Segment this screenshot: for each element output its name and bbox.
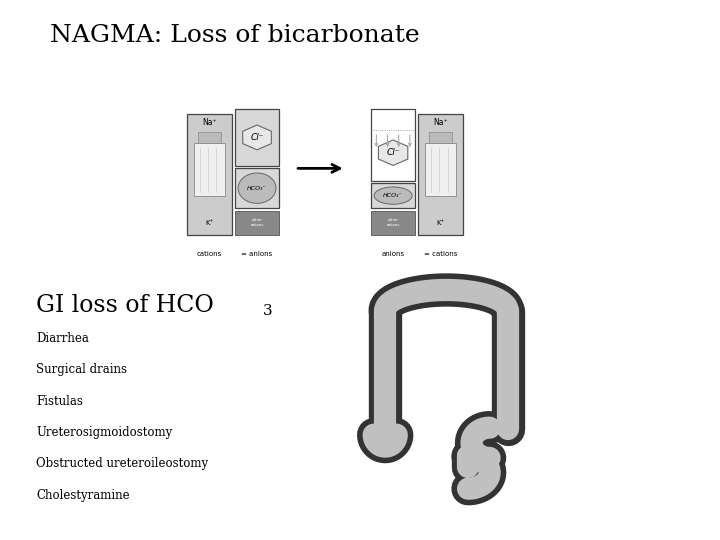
Text: other
anions: other anions [387,219,400,227]
Text: = cations: = cations [424,251,457,257]
Text: Fistulas: Fistulas [36,395,83,408]
FancyBboxPatch shape [198,132,221,143]
Text: = anions: = anions [241,251,273,257]
Text: Cl⁻: Cl⁻ [387,148,400,157]
Text: Cholestyramine: Cholestyramine [36,489,130,502]
FancyBboxPatch shape [371,109,415,180]
Ellipse shape [374,187,412,204]
FancyBboxPatch shape [371,183,415,208]
Polygon shape [379,140,408,165]
Text: HCO₃⁻: HCO₃⁻ [247,186,267,191]
Text: GI loss of HCO: GI loss of HCO [36,294,214,318]
Text: Cl⁻: Cl⁻ [251,133,264,142]
FancyBboxPatch shape [429,132,452,143]
Text: 3: 3 [263,304,272,318]
FancyBboxPatch shape [425,143,456,196]
Text: cations: cations [197,251,222,257]
FancyBboxPatch shape [235,168,279,208]
Polygon shape [243,125,271,150]
FancyBboxPatch shape [235,211,279,235]
Text: Diarrhea: Diarrhea [36,332,89,345]
FancyBboxPatch shape [235,109,279,166]
Text: HCO₃⁻: HCO₃⁻ [383,193,403,198]
FancyBboxPatch shape [187,114,232,235]
Text: anions: anions [382,251,405,257]
Text: Surgical drains: Surgical drains [36,363,127,376]
Text: K⁺: K⁺ [436,220,445,226]
Text: other
anions: other anions [251,219,264,227]
Text: Ureterosigmoidostomy: Ureterosigmoidostomy [36,426,172,439]
Text: Na⁺: Na⁺ [202,118,217,127]
FancyBboxPatch shape [371,211,415,235]
Text: Obstructed ureteroileostomy: Obstructed ureteroileostomy [36,457,208,470]
FancyBboxPatch shape [418,114,463,235]
Text: Na⁺: Na⁺ [433,118,448,127]
FancyBboxPatch shape [194,143,225,196]
Text: NAGMA: Loss of bicarbonate: NAGMA: Loss of bicarbonate [50,24,420,48]
Ellipse shape [238,173,276,204]
Text: K⁺: K⁺ [205,220,214,226]
